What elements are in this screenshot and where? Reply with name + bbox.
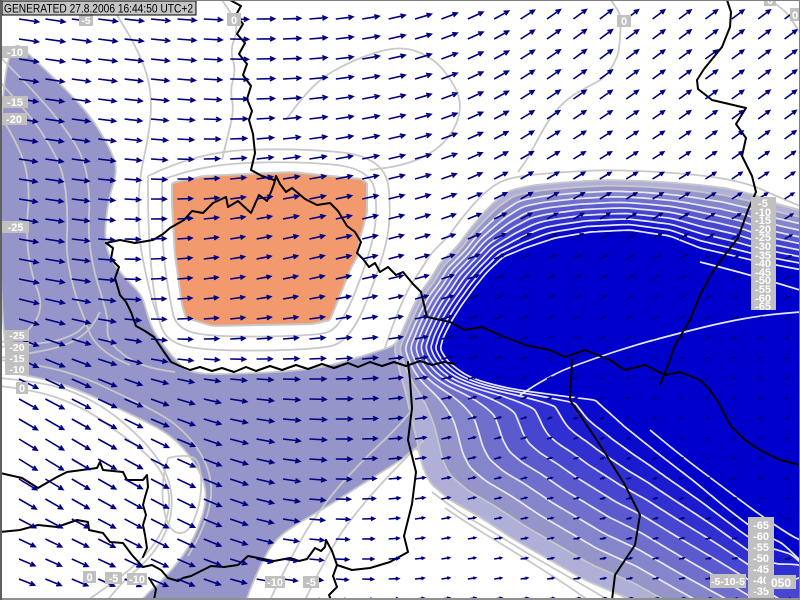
- svg-text:-5: -5: [306, 577, 316, 589]
- svg-text:-10: -10: [129, 574, 145, 586]
- svg-text:-65: -65: [755, 301, 771, 313]
- svg-text:0: 0: [621, 16, 627, 28]
- svg-text:-60: -60: [753, 531, 769, 543]
- svg-text:-20: -20: [755, 224, 771, 236]
- svg-text:-30: -30: [755, 241, 771, 253]
- svg-text:-5: -5: [109, 573, 119, 585]
- svg-text:-5-10-5: -5-10-5: [711, 576, 745, 588]
- svg-text:-50: -50: [753, 553, 769, 565]
- svg-text:-15: -15: [755, 215, 771, 227]
- svg-text:-15: -15: [9, 353, 24, 365]
- svg-text:-5: -5: [82, 16, 91, 27]
- svg-text:-50: -50: [755, 275, 771, 287]
- svg-text:-60: -60: [755, 293, 771, 305]
- svg-text:-20: -20: [6, 114, 22, 126]
- svg-text:-35: -35: [755, 250, 771, 262]
- svg-text:-45: -45: [753, 564, 769, 576]
- svg-text:-15: -15: [7, 97, 23, 109]
- svg-text:-40: -40: [753, 575, 769, 587]
- svg-text:-55: -55: [755, 284, 771, 296]
- svg-text:-65: -65: [753, 520, 769, 532]
- svg-text:050: 050: [771, 576, 791, 590]
- svg-text:-40: -40: [755, 258, 771, 270]
- svg-text:-55: -55: [753, 542, 769, 554]
- svg-text:-25: -25: [8, 222, 24, 234]
- svg-text:-10: -10: [9, 364, 24, 376]
- svg-text:-10: -10: [7, 47, 23, 59]
- svg-text:-45: -45: [755, 267, 771, 279]
- svg-text:-10: -10: [755, 207, 771, 219]
- svg-text:0: 0: [231, 15, 237, 27]
- svg-text:-25: -25: [9, 330, 24, 342]
- svg-text:-35: -35: [753, 586, 769, 598]
- svg-text:0: 0: [767, 0, 773, 7]
- svg-text:0: 0: [792, 10, 798, 22]
- svg-text:-25: -25: [755, 232, 771, 244]
- svg-text:-20: -20: [9, 342, 24, 354]
- svg-text:0: 0: [19, 383, 25, 395]
- svg-text:GENERATED 27.8.2006 16:44:50 U: GENERATED 27.8.2006 16:44:50 UTC+2: [4, 2, 193, 16]
- svg-text:-10: -10: [267, 577, 283, 589]
- svg-text:-5: -5: [758, 198, 768, 210]
- svg-text:0: 0: [86, 572, 92, 584]
